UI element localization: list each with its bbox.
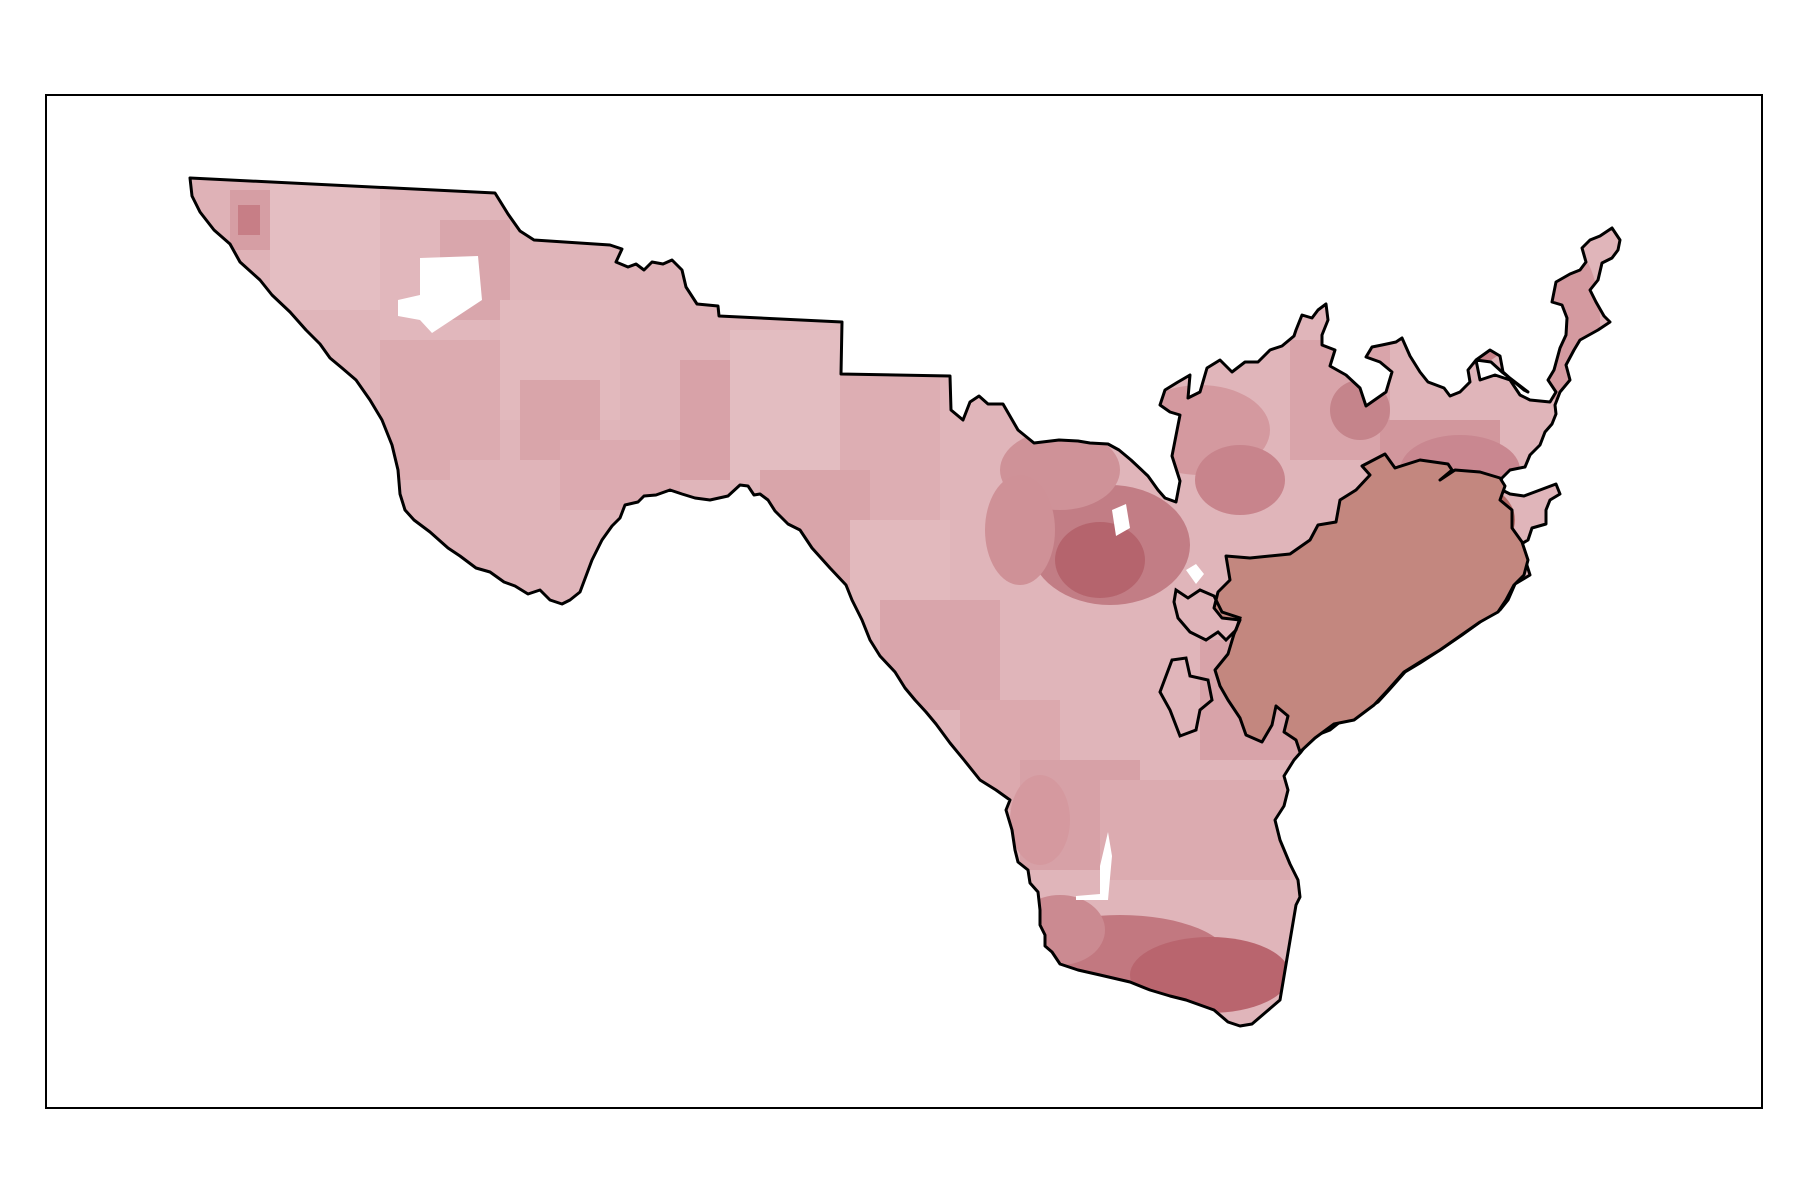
district-boundary — [1158, 656, 1214, 738]
no-data-area — [1076, 832, 1112, 900]
district-boundary — [1172, 587, 1242, 643]
no-data-area — [1186, 564, 1204, 584]
no-data-area — [398, 256, 482, 333]
no-data-area — [1112, 504, 1130, 536]
